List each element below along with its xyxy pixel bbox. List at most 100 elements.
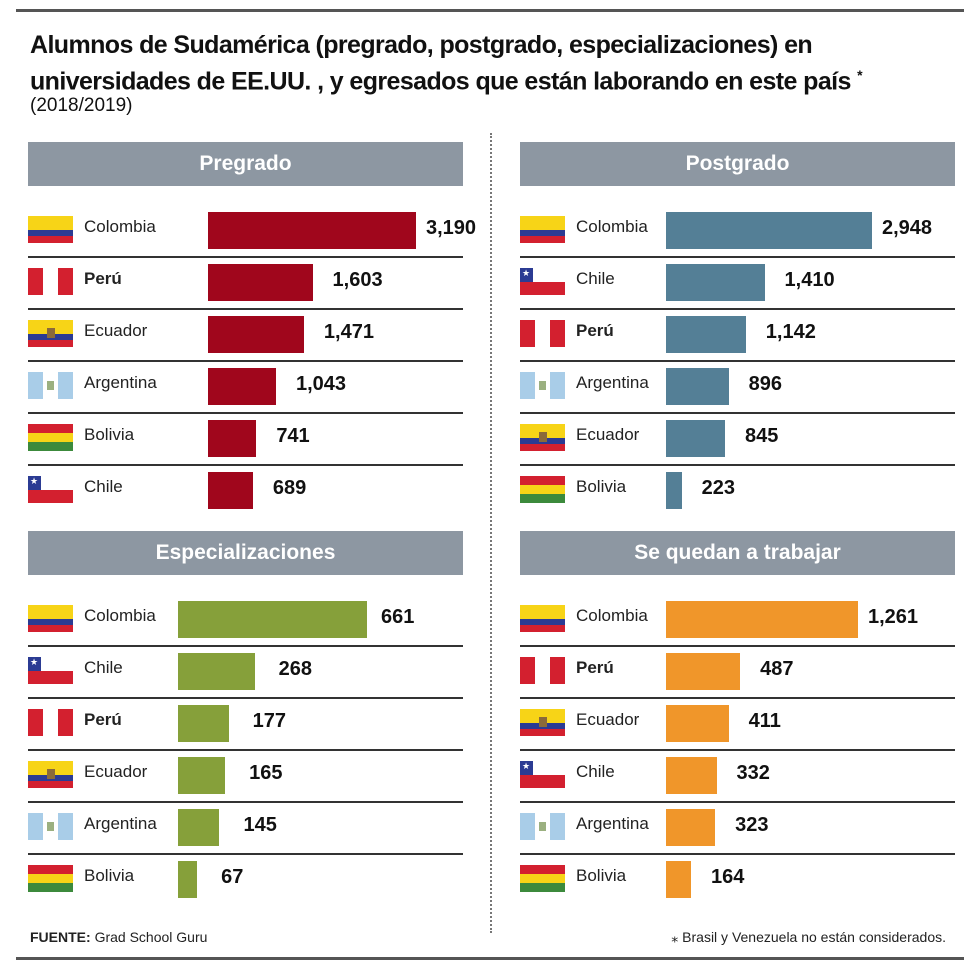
bar-row-colombia: Colombia 2,948 [520, 204, 955, 258]
flag-ecuador-icon [520, 424, 565, 451]
category-label: Bolivia [576, 866, 627, 885]
source-value: Grad School Guru [94, 929, 208, 945]
bar-row-peru: Perú 1,142 [520, 308, 955, 362]
bar-colombia [666, 601, 858, 638]
panel-header: Especializaciones [28, 531, 463, 575]
panel-header: Se quedan a trabajar [520, 531, 955, 575]
bar-ecuador [666, 705, 729, 742]
bar-row-bolivia: Bolivia 67 [28, 853, 463, 905]
category-label: Argentina [84, 373, 157, 392]
data-label: 223 [701, 477, 735, 499]
bar-row-peru: Perú 177 [28, 697, 463, 751]
flag-bolivia-icon [520, 476, 565, 503]
flag-argentina-icon [520, 372, 565, 399]
flag-chile-icon: ★ [520, 761, 565, 788]
bar-argentina [208, 368, 276, 405]
bar-argentina [666, 809, 716, 846]
title-asterisk: * [857, 67, 863, 83]
panel-especializaciones: Especializaciones Colombia 661 ★ Chile 268 Per… [28, 531, 463, 898]
bar-row-ecuador: Ecuador 411 [520, 697, 955, 751]
data-label: 741 [276, 425, 310, 447]
bar-bolivia [208, 420, 257, 457]
flag-colombia-icon [520, 216, 565, 243]
category-label: Chile [576, 269, 615, 288]
data-label: 332 [736, 762, 770, 784]
bar-colombia [666, 212, 872, 249]
bar-chile [666, 264, 765, 301]
bar-row-argentina: Argentina 896 [520, 360, 955, 414]
category-label: Perú [576, 658, 614, 677]
bar-argentina [666, 368, 729, 405]
data-label: 1,261 [868, 606, 919, 628]
category-label: Colombia [576, 217, 648, 236]
bar-row-colombia: Colombia 1,261 [520, 593, 955, 647]
bar-chile [178, 653, 255, 690]
source: FUENTE: Grad School Guru [30, 929, 207, 945]
bar-row-ecuador: Ecuador 845 [520, 412, 955, 466]
bar-row-peru: Perú 487 [520, 645, 955, 699]
panel-divider [490, 133, 492, 933]
data-label: 1,471 [323, 321, 374, 343]
bar-row-bolivia: Bolivia 164 [520, 853, 955, 905]
data-label: 177 [252, 710, 286, 732]
data-label: 1,043 [296, 373, 347, 395]
bar-row-chile: ★ Chile 1,410 [520, 256, 955, 310]
data-label: 1,142 [765, 321, 816, 343]
flag-bolivia-icon [520, 865, 565, 892]
category-label: Colombia [576, 606, 648, 625]
data-label: 411 [748, 710, 781, 732]
bar-row-chile: ★ Chile 332 [520, 749, 955, 803]
data-label: 268 [278, 658, 312, 680]
bar-row-chile: ★ Chile 689 [28, 464, 463, 516]
category-label: Argentina [84, 814, 157, 833]
category-label: Ecuador [84, 762, 148, 781]
category-label: Argentina [576, 373, 649, 392]
data-label: 145 [243, 814, 277, 836]
bar-ecuador [178, 757, 226, 794]
bar-bolivia [666, 472, 682, 509]
data-label: 67 [221, 866, 244, 888]
category-label: Argentina [576, 814, 649, 833]
panel-pregrado: Pregrado Colombia 3,190 Perú 1,603 Ecuador 1,4… [28, 142, 476, 509]
bar-row-argentina: Argentina 145 [28, 801, 463, 855]
bar-colombia [208, 212, 416, 249]
flag-chile-icon: ★ [28, 476, 73, 503]
category-label: Perú [84, 710, 122, 729]
flag-bolivia-icon [28, 865, 73, 892]
bar-row-ecuador: Ecuador 165 [28, 749, 463, 803]
category-label: Chile [84, 658, 123, 677]
flag-colombia-icon [520, 605, 565, 632]
category-label: Colombia [84, 606, 156, 625]
flag-ecuador-icon [28, 320, 73, 347]
bar-row-bolivia: Bolivia 223 [520, 464, 955, 516]
source-label: FUENTE: [30, 929, 91, 945]
data-label: 2,948 [882, 217, 933, 239]
panel-header: Postgrado [520, 142, 955, 186]
bar-row-peru: Perú 1,603 [28, 256, 463, 310]
bar-ecuador [208, 316, 304, 353]
flag-peru-icon [520, 657, 565, 684]
data-label: 661 [381, 606, 415, 628]
chart-title: Alumnos de Sudamérica (pregrado, postgra… [30, 30, 970, 96]
chart-subtitle: (2018/2019) [30, 95, 133, 116]
flag-peru-icon [520, 320, 565, 347]
category-label: Ecuador [576, 710, 640, 729]
top-rule [16, 9, 964, 12]
data-label: 164 [710, 866, 745, 888]
bar-peru [178, 705, 229, 742]
bar-chile [666, 757, 717, 794]
data-label: 1,603 [332, 269, 383, 291]
flag-ecuador-icon [28, 761, 73, 788]
bar-row-colombia: Colombia 661 [28, 593, 463, 647]
category-label: Chile [84, 477, 123, 496]
category-label: Colombia [84, 217, 156, 236]
bottom-rule [16, 957, 964, 960]
flag-colombia-icon [28, 605, 73, 632]
data-label: 1,410 [784, 269, 835, 291]
data-label: 165 [249, 762, 283, 784]
bar-row-colombia: Colombia 3,190 [28, 204, 476, 258]
category-label: Bolivia [84, 866, 135, 885]
bar-colombia [178, 601, 367, 638]
data-label: 896 [748, 373, 782, 395]
